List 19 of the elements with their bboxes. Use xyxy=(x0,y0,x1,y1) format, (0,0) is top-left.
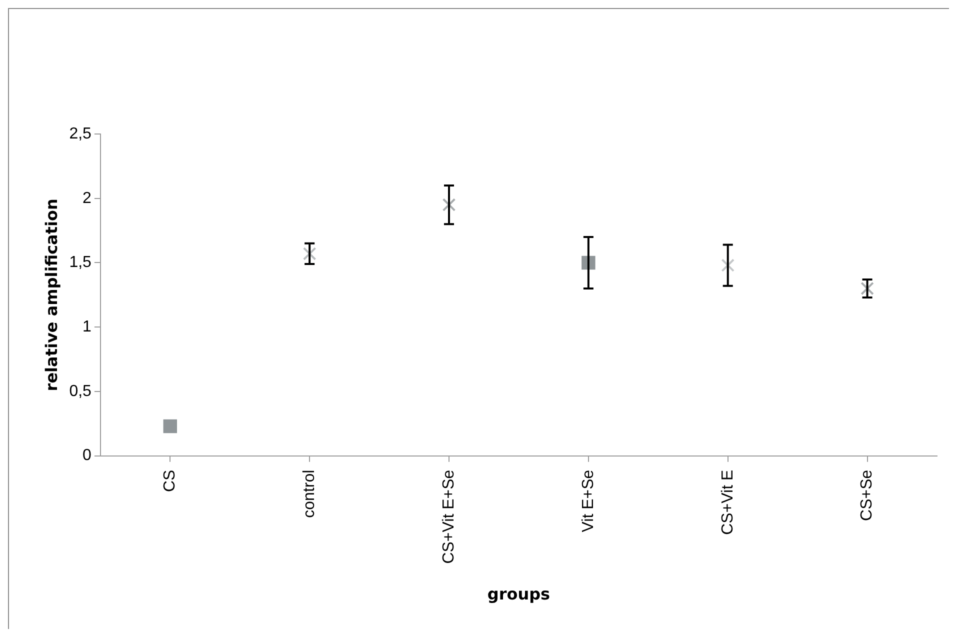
x-tick-label: CS+Vit E xyxy=(719,470,736,535)
point xyxy=(442,198,456,212)
y-tick-label: 2 xyxy=(82,190,92,207)
y-tick-label: 2,5 xyxy=(69,125,92,142)
point xyxy=(860,282,874,296)
y-tick-label: 0,5 xyxy=(69,382,92,400)
point xyxy=(163,419,178,434)
x-tick-label: CS+Se xyxy=(858,470,876,521)
y-tick-label: 1 xyxy=(82,318,92,336)
point xyxy=(302,247,316,260)
x-tick-label: CS xyxy=(162,470,179,492)
x-axis-title: groups xyxy=(487,584,550,604)
x-tick-label: control xyxy=(300,470,318,518)
y-tick-label: 0 xyxy=(82,447,92,464)
x-tick-label: CS+Vit E+Se xyxy=(440,470,458,564)
x-tick-label: Vit E+Se xyxy=(580,470,597,532)
y-tick-label: 1,5 xyxy=(69,254,92,272)
y-axis-title: relative amplification xyxy=(42,198,61,392)
point xyxy=(721,258,735,272)
